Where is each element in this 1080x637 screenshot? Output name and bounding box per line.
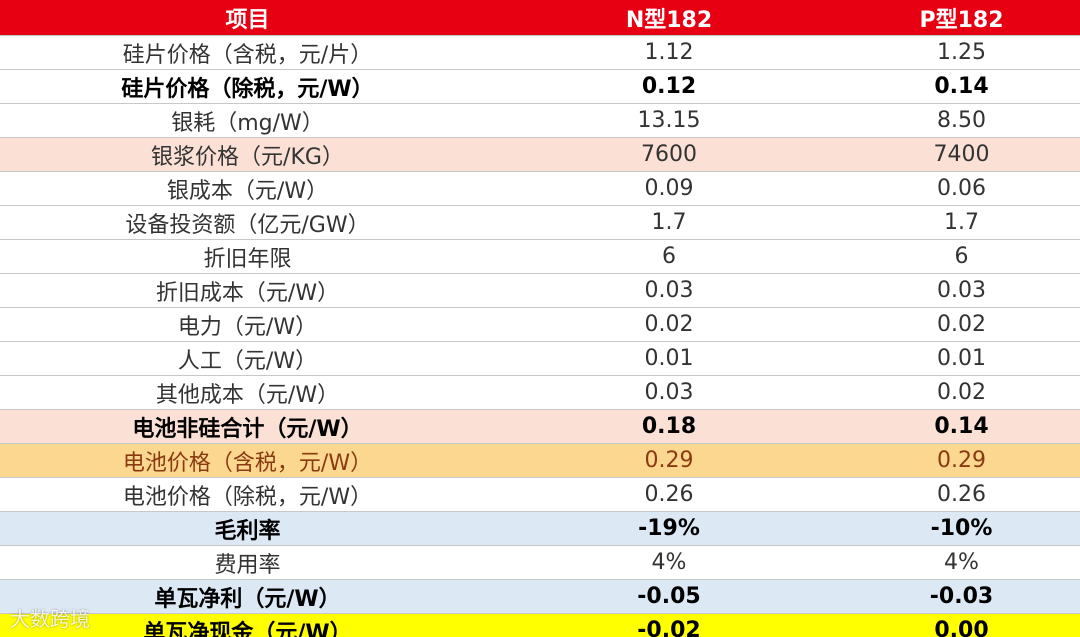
row-label: 银浆价格（元/KG） bbox=[0, 137, 495, 172]
value-cell: 1.25 bbox=[843, 35, 1080, 70]
header-cell: P型182 bbox=[843, 0, 1080, 36]
value-cell: 4% bbox=[843, 545, 1080, 580]
value-cell: 8.50 bbox=[843, 103, 1080, 138]
value-cell: 0.01 bbox=[495, 341, 843, 376]
table-row: 硅片价格（除税，元/W） 0.12 0.14 bbox=[0, 69, 1080, 104]
value-cell: 1.7 bbox=[843, 205, 1080, 240]
row-label: 电池价格（含税，元/W） bbox=[0, 443, 495, 478]
value-cell: 0.26 bbox=[495, 477, 843, 512]
table-row: 银耗（mg/W） 13.15 8.50 bbox=[0, 103, 1080, 138]
row-label: 电池价格（除税，元/W） bbox=[0, 477, 495, 512]
table-row: 银成本（元/W） 0.09 0.06 bbox=[0, 171, 1080, 206]
table-body: 硅片价格（含税，元/片） 1.12 1.25 硅片价格（除税，元/W） 0.12 0.14… bbox=[0, 35, 1080, 637]
row-label: 电池非硅合计（元/W） bbox=[0, 409, 495, 444]
value-cell: 0.02 bbox=[495, 307, 843, 342]
value-cell: 0.29 bbox=[495, 443, 843, 478]
table-row: 折旧成本（元/W） 0.03 0.03 bbox=[0, 273, 1080, 308]
header-cell: N型182 bbox=[495, 0, 843, 36]
table-row: 单瓦净现金（元/W） -0.02 0.00 bbox=[0, 613, 1080, 637]
row-label: 单瓦净利（元/W） bbox=[0, 579, 495, 614]
table-header: 项目 N型182 P型182 bbox=[0, 0, 1080, 36]
value-cell: 0.03 bbox=[843, 273, 1080, 308]
table-row: 电池价格（含税，元/W） 0.29 0.29 bbox=[0, 443, 1080, 478]
table-row: 硅片价格（含税，元/片） 1.12 1.25 bbox=[0, 35, 1080, 70]
table-row: 单瓦净利（元/W） -0.05 -0.03 bbox=[0, 579, 1080, 614]
value-cell: 6 bbox=[495, 239, 843, 274]
value-cell: 0.29 bbox=[843, 443, 1080, 478]
value-cell: -10% bbox=[843, 511, 1080, 546]
value-cell: 0.18 bbox=[495, 409, 843, 444]
table-row: 折旧年限 6 6 bbox=[0, 239, 1080, 274]
row-label: 人工（元/W） bbox=[0, 341, 495, 376]
row-label: 硅片价格（含税，元/片） bbox=[0, 35, 495, 70]
row-label: 费用率 bbox=[0, 545, 495, 580]
row-label: 单瓦净现金（元/W） bbox=[0, 613, 495, 637]
value-cell: 1.12 bbox=[495, 35, 843, 70]
value-cell: 13.15 bbox=[495, 103, 843, 138]
row-label: 毛利率 bbox=[0, 511, 495, 546]
table-row: 电池非硅合计（元/W） 0.18 0.14 bbox=[0, 409, 1080, 444]
row-label: 硅片价格（除税，元/W） bbox=[0, 69, 495, 104]
value-cell: 7600 bbox=[495, 137, 843, 172]
value-cell: 0.02 bbox=[843, 307, 1080, 342]
table-row: 其他成本（元/W） 0.03 0.02 bbox=[0, 375, 1080, 410]
table-row: 人工（元/W） 0.01 0.01 bbox=[0, 341, 1080, 376]
value-cell: 0.00 bbox=[843, 613, 1080, 637]
value-cell: 4% bbox=[495, 545, 843, 580]
value-cell: 0.03 bbox=[495, 273, 843, 308]
table-row: 费用率 4% 4% bbox=[0, 545, 1080, 580]
row-label: 折旧成本（元/W） bbox=[0, 273, 495, 308]
row-label: 银成本（元/W） bbox=[0, 171, 495, 206]
watermark: 大数跨境 bbox=[10, 607, 90, 631]
row-label: 折旧年限 bbox=[0, 239, 495, 274]
value-cell: 0.14 bbox=[843, 409, 1080, 444]
table-row: 毛利率 -19% -10% bbox=[0, 511, 1080, 546]
header-row: 项目 N型182 P型182 bbox=[0, 0, 1080, 36]
value-cell: 0.01 bbox=[843, 341, 1080, 376]
value-cell: 7400 bbox=[843, 137, 1080, 172]
value-cell: -0.05 bbox=[495, 579, 843, 614]
header-cell: 项目 bbox=[0, 0, 495, 36]
value-cell: 0.02 bbox=[843, 375, 1080, 410]
value-cell: 0.03 bbox=[495, 375, 843, 410]
row-label: 电力（元/W） bbox=[0, 307, 495, 342]
value-cell: 0.09 bbox=[495, 171, 843, 206]
value-cell: 0.14 bbox=[843, 69, 1080, 104]
table-row: 电力（元/W） 0.02 0.02 bbox=[0, 307, 1080, 342]
value-cell: 6 bbox=[843, 239, 1080, 274]
row-label: 其他成本（元/W） bbox=[0, 375, 495, 410]
value-cell: 1.7 bbox=[495, 205, 843, 240]
value-cell: -0.02 bbox=[495, 613, 843, 637]
value-cell: -19% bbox=[495, 511, 843, 546]
value-cell: 0.12 bbox=[495, 69, 843, 104]
value-cell: -0.03 bbox=[843, 579, 1080, 614]
table-row: 银浆价格（元/KG） 7600 7400 bbox=[0, 137, 1080, 172]
value-cell: 0.26 bbox=[843, 477, 1080, 512]
row-label: 银耗（mg/W） bbox=[0, 103, 495, 138]
table-row: 设备投资额（亿元/GW） 1.7 1.7 bbox=[0, 205, 1080, 240]
value-cell: 0.06 bbox=[843, 171, 1080, 206]
row-label: 设备投资额（亿元/GW） bbox=[0, 205, 495, 240]
table-row: 电池价格（除税，元/W） 0.26 0.26 bbox=[0, 477, 1080, 512]
